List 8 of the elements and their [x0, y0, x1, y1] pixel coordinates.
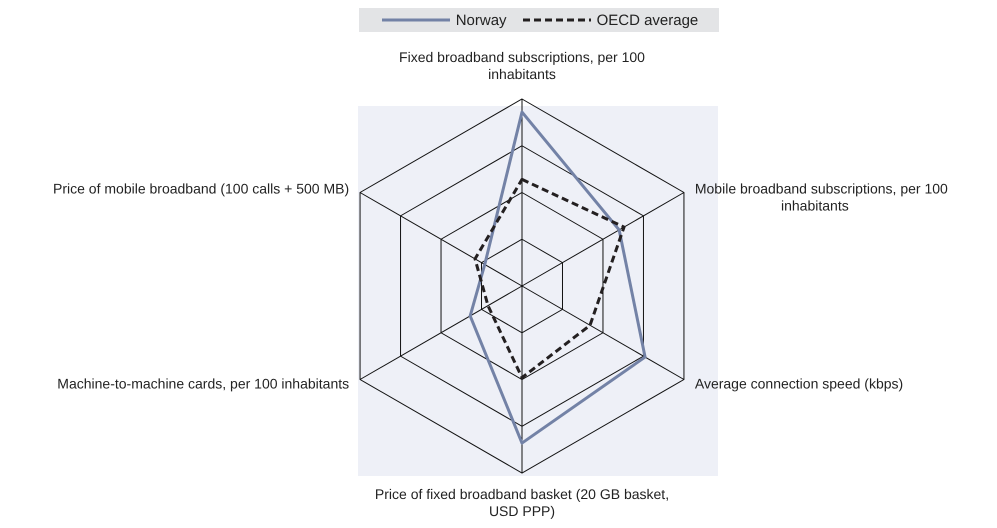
spoke-label: Fixed broadband subscriptions, per 100 inhabitants — [399, 49, 646, 82]
spoke-label: Average connection speed (kbps) — [694, 376, 904, 392]
spoke-label: Price of mobile broadband (100 calls + 500 MB) — [53, 180, 350, 196]
spoke-label: Price of fixed broadband basket (20 GB basket, USD PPP) — [374, 486, 670, 519]
legend-label: OECD average — [596, 12, 698, 28]
legend-label: Norway — [454, 12, 507, 28]
spoke-label: Machine-to-machine cards, per 100 inhabitants — [57, 376, 350, 392]
spoke-label: Mobile broadband subscriptions, per 100 inhabitants — [694, 180, 948, 214]
